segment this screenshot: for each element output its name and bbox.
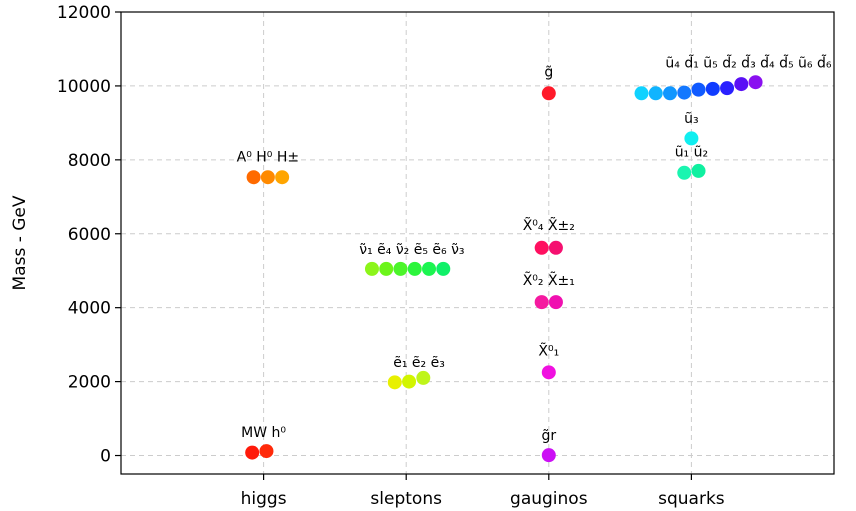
point-label: ũ₃ [684,111,699,127]
data-point [534,240,549,255]
data-point [260,170,275,185]
data-point [720,81,735,96]
data-point [407,261,422,276]
points-layer [245,75,763,463]
data-point [534,295,549,310]
x-tick-label: squarks [658,489,725,509]
data-point [677,85,692,100]
y-axis-label: Mass - GeV [10,195,30,290]
data-point [541,448,556,463]
data-point [691,163,706,178]
data-point [436,261,451,276]
data-point [416,370,431,385]
y-tick-label: 2000 [68,373,111,393]
data-point [548,240,563,255]
data-point [245,445,260,460]
data-point [422,261,437,276]
point-label: A⁰ H⁰ H± [237,150,300,166]
x-tick-label: sleptons [370,489,442,509]
point-label: g̃r [541,428,556,444]
data-point [705,81,720,96]
point-label: g̃ [544,65,553,81]
data-point [677,165,692,180]
y-tick-label: 6000 [68,225,111,245]
y-tick-label: 8000 [68,151,111,171]
data-point [541,86,556,101]
point-label: MW h⁰ [241,425,286,441]
point-label: ν̃₁ ẽ₄ ν̃₂ ẽ₅ ẽ₆ ν̃₃ [359,242,464,258]
y-tick-label: 10000 [57,77,111,97]
data-point [548,295,563,310]
data-point [379,261,394,276]
data-point [748,75,763,90]
data-point [734,77,749,92]
x-tick-label: higgs [241,489,287,509]
data-point [393,261,408,276]
data-point [402,374,417,389]
x-axis: higgs sleptons gauginos squarks [241,474,725,509]
data-point [541,365,556,380]
point-label: X̃⁰₄ X̃±₂ [523,218,575,235]
point-label: ũ₁ ũ₂ [675,145,708,161]
y-tick-label: 0 [100,447,111,467]
data-point [246,170,261,185]
data-point [275,170,290,185]
data-point [387,375,402,390]
data-point [684,131,699,146]
plot-frame [120,11,835,475]
point-label: X̃⁰₂ X̃±₁ [523,272,575,289]
data-point [648,86,663,101]
point-label: X̃⁰₁ [538,343,559,360]
point-label: ũ₄ d̃₁ ũ₅ d̃₂ d̃₃ d̃₄ d̃₅ ũ₆ d̃₆ [665,55,831,72]
data-point [663,86,678,101]
data-point [364,261,379,276]
data-point [259,444,274,459]
point-label: ẽ₁ ẽ₂ ẽ₃ [393,355,445,371]
y-tick-label: 12000 [57,3,111,23]
y-axis: 0 2000 4000 6000 8000 10000 12000 [57,3,121,467]
data-point [634,86,649,101]
data-point [691,82,706,97]
labels-layer: MW h⁰ A⁰ H⁰ H± ẽ₁ ẽ₂ ẽ₃ ν̃₁ ẽ₄ ν̃₂ ẽ₅ ẽ₆ ν̃… [237,55,832,444]
x-tick-label: gauginos [510,489,588,509]
y-tick-label: 4000 [68,299,111,319]
